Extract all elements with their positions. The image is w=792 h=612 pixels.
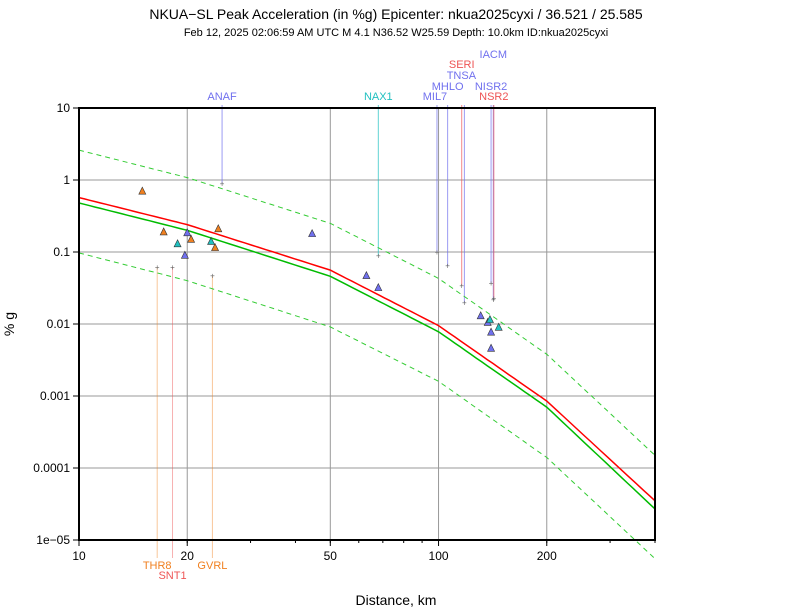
- station-marker: +: [459, 282, 464, 291]
- data-point: [362, 270, 371, 279]
- y-tick-label: 0.1: [53, 245, 70, 259]
- station-marker: +: [489, 279, 494, 288]
- data-point: [207, 236, 216, 245]
- station-label-nisr2: NISR2: [475, 81, 507, 93]
- station-label-mil7: MIL7: [423, 91, 447, 103]
- y-tick-label: 0.01: [47, 317, 71, 331]
- station-label-seri: SERI: [449, 59, 475, 71]
- station-label-iacm: IACM: [480, 49, 508, 61]
- curve-green-dashed-upper: [78, 149, 656, 456]
- data-point: [487, 327, 496, 336]
- station-marker: +: [376, 251, 381, 260]
- x-tick-label: 50: [324, 549, 338, 563]
- station-lines: ++ ++++++++ ++: [155, 105, 497, 558]
- curve-green-dashed-lower: [78, 252, 656, 560]
- grid-lines: [79, 108, 655, 540]
- y-tick-label: 10: [57, 101, 71, 115]
- station-marker: +: [462, 298, 467, 307]
- x-axis-label: Distance, km: [356, 592, 437, 608]
- data-point: [159, 227, 168, 236]
- station-marker: +: [492, 294, 497, 303]
- y-axis-label: % g: [1, 312, 17, 336]
- data-point: [183, 228, 192, 237]
- station-marker: +: [155, 263, 160, 272]
- data-points: [138, 186, 503, 352]
- axis-ticks: 10 20 50 100 200 1e−05 0.0001 0.001 0.01 0.1 1 10: [33, 101, 656, 563]
- data-point: [211, 242, 220, 251]
- data-point: [138, 186, 147, 195]
- data-point: [374, 282, 383, 291]
- station-label-thr8: THR8: [143, 560, 172, 572]
- y-tick-label: 0.0001: [33, 461, 70, 475]
- station-label-gvrl: GVRL: [197, 560, 227, 572]
- station-marker: +: [435, 248, 440, 257]
- data-point: [308, 228, 317, 237]
- station-marker: +: [220, 179, 225, 188]
- data-point: [173, 239, 182, 248]
- station-marker: +: [445, 261, 450, 270]
- chart-subtitle: Feb 12, 2025 02:06:59 AM UTC M 4.1 N36.5…: [184, 27, 608, 39]
- data-point: [485, 314, 494, 323]
- x-tick-label: 10: [72, 549, 86, 563]
- curve-red-solid: [78, 196, 656, 502]
- model-curves: [78, 149, 656, 560]
- chart-title: NKUA−SL Peak Acceleration (in %g) Epicen…: [149, 6, 642, 22]
- data-point: [180, 250, 189, 259]
- y-tick-label: 1: [63, 173, 70, 187]
- station-label-nax1: NAX1: [364, 91, 393, 103]
- data-point: [214, 224, 223, 233]
- station-label-mhlo: MHLO: [432, 81, 464, 93]
- x-tick-label: 20: [181, 549, 195, 563]
- station-marker: +: [210, 272, 215, 281]
- y-tick-label: 1e−05: [36, 533, 70, 547]
- y-tick-label: 0.001: [40, 389, 70, 403]
- data-point: [487, 343, 496, 352]
- x-tick-label: 200: [537, 549, 557, 563]
- data-point: [494, 322, 503, 331]
- x-tick-label: 100: [429, 549, 449, 563]
- station-marker: +: [491, 295, 496, 304]
- station-label-nsr2: NSR2: [479, 91, 508, 103]
- curve-green-solid: [78, 202, 656, 510]
- data-point: [187, 234, 196, 243]
- station-label-snt1: SNT1: [158, 570, 186, 582]
- station-label-tnsa: TNSA: [447, 70, 477, 82]
- data-point: [476, 311, 485, 320]
- station-label-anaf: ANAF: [207, 91, 237, 103]
- station-marker: +: [170, 263, 175, 272]
